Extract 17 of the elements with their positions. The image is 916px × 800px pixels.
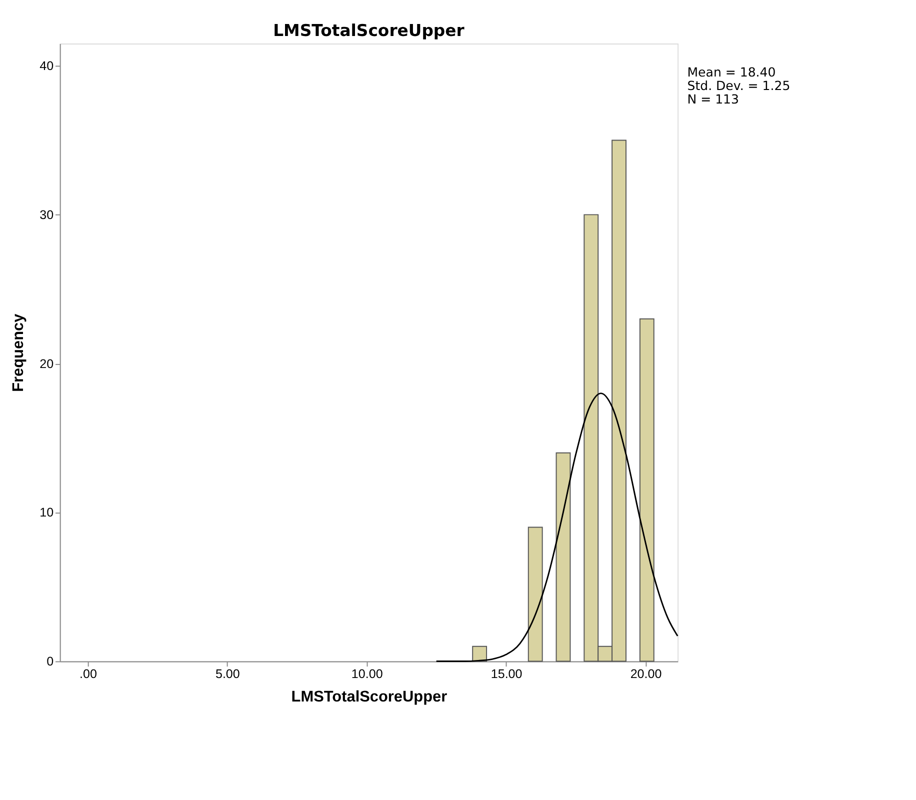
y-tick-label: 40	[40, 59, 54, 74]
y-tick-label: 20	[40, 356, 54, 371]
x-tick-label: 10.00	[351, 667, 383, 682]
x-axis-title: LMSTotalScoreUpper	[291, 688, 448, 706]
text: Std. Dev. = 1.25	[687, 78, 790, 93]
y-tick-label: 0	[46, 654, 54, 669]
x-tick-label: .00	[80, 667, 97, 682]
text: N = 113	[687, 91, 740, 106]
chart-title: LMSTotalScoreUpper	[273, 20, 466, 40]
line-series	[436, 392, 678, 662]
x-tick-label: 20.00	[630, 667, 662, 682]
x-tick-label: 15.00	[490, 667, 522, 682]
x-tick-label: 5.00	[215, 667, 240, 682]
y-tick-label: 30	[40, 208, 54, 222]
text: Mean = 18.40	[687, 64, 776, 80]
y-tick-label: 10	[40, 506, 54, 520]
y-axis-title: Frequency	[10, 313, 28, 392]
